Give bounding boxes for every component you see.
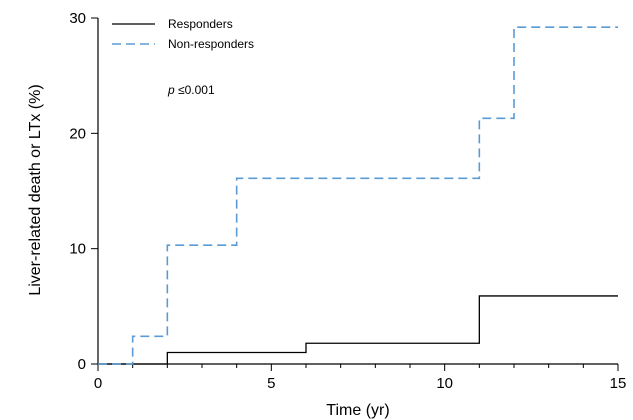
y-tick-label: 0 — [78, 356, 86, 373]
series-line-non-responders — [98, 26, 618, 365]
legend-label: Responders — [168, 17, 233, 31]
legend-label: Non-responders — [168, 37, 254, 51]
y-axis-label: Liver-related death or LTx (%) — [27, 84, 44, 295]
y-tick-label: 30 — [69, 10, 86, 27]
y-tick-label: 10 — [69, 241, 86, 258]
x-tick-label: 0 — [94, 375, 102, 392]
p-value-annotation: p ≤0.001 — [167, 83, 215, 97]
series-layer — [98, 26, 618, 365]
x-tick-label: 15 — [610, 375, 627, 392]
x-tick-label: 10 — [436, 375, 453, 392]
p-value-symbol: p — [167, 83, 175, 97]
axes: 0 5 10 15 0 10 20 30 — [69, 10, 626, 392]
y-tick-label: 20 — [69, 125, 86, 142]
series-line-responders — [98, 295, 618, 365]
legend: Responders Non-responders — [112, 17, 254, 51]
x-tick-label: 5 — [267, 375, 275, 392]
x-axis-label: Time (yr) — [326, 402, 389, 419]
p-value-text: ≤0.001 — [175, 83, 215, 97]
